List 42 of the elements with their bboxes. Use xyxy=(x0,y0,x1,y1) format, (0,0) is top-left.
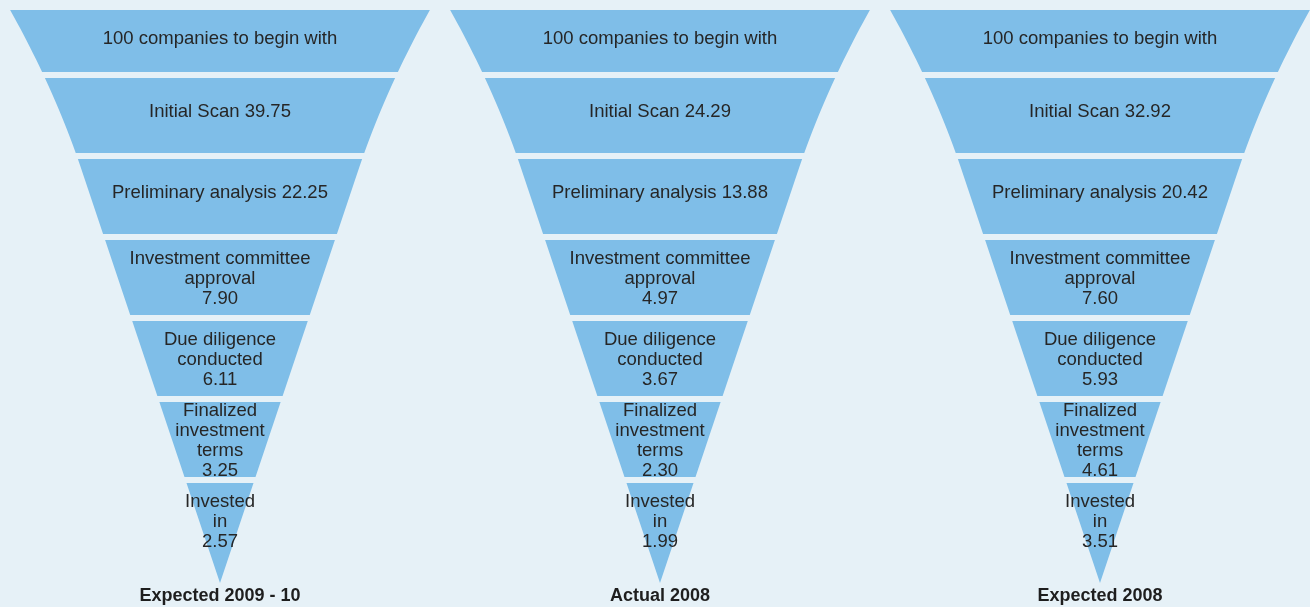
data-label: 2.57 xyxy=(202,529,239,551)
text: Expected 2008 xyxy=(1036,585,1164,605)
data-label: 20.42 xyxy=(1161,181,1208,203)
data-label: 13.88 xyxy=(721,181,768,203)
category-label: Finalized investment terms xyxy=(175,398,265,460)
data-label: 24.29 xyxy=(684,100,731,122)
data-label: 3.67 xyxy=(642,367,679,389)
data-label: 3.25 xyxy=(202,458,239,480)
category-label: Due diligence conducted xyxy=(603,327,717,369)
text: Expected 2009 - 10 xyxy=(138,585,302,605)
category-label: Invested in xyxy=(185,489,255,531)
category-label: Due diligence conducted xyxy=(163,327,277,369)
data-label: 100 xyxy=(542,26,574,48)
data-label: 1.99 xyxy=(642,529,679,551)
category-label: Finalized investment terms xyxy=(615,398,705,460)
category-label: companies to begin with xyxy=(138,26,338,48)
category-label: Investment committee approval xyxy=(569,246,751,288)
data-label: 5.93 xyxy=(1082,367,1119,389)
category-label: companies to begin with xyxy=(578,26,778,48)
data-label: 6.11 xyxy=(202,367,238,389)
category-label: Preliminary analysis xyxy=(112,181,277,203)
category-label: Preliminary analysis xyxy=(552,181,717,203)
data-label: 3.51 xyxy=(1082,529,1119,551)
data-label: 100 xyxy=(102,26,134,48)
category-label: Invested in xyxy=(625,489,695,531)
data-label: 2.30 xyxy=(642,458,679,480)
category-label: companies to begin with xyxy=(1018,26,1218,48)
category-label: Investment committee approval xyxy=(1009,246,1191,288)
category-label: Finalized investment terms xyxy=(1055,398,1145,460)
data-label: 4.61 xyxy=(1082,458,1119,480)
category-label: Preliminary analysis xyxy=(992,181,1157,203)
category-label: Investment committee approval xyxy=(129,246,311,288)
category-label: Initial Scan xyxy=(589,100,680,122)
data-label: 22.25 xyxy=(281,181,328,203)
text: Actual 2008 xyxy=(608,585,712,605)
category-label: Initial Scan xyxy=(1029,100,1120,122)
category-label: Invested in xyxy=(1065,489,1135,531)
category-label: Due diligence conducted xyxy=(1043,327,1157,369)
category-label: Initial Scan xyxy=(149,100,240,122)
data-label: 100 xyxy=(982,26,1014,48)
data-label: 32.92 xyxy=(1124,100,1171,122)
data-label: 39.75 xyxy=(244,100,291,122)
